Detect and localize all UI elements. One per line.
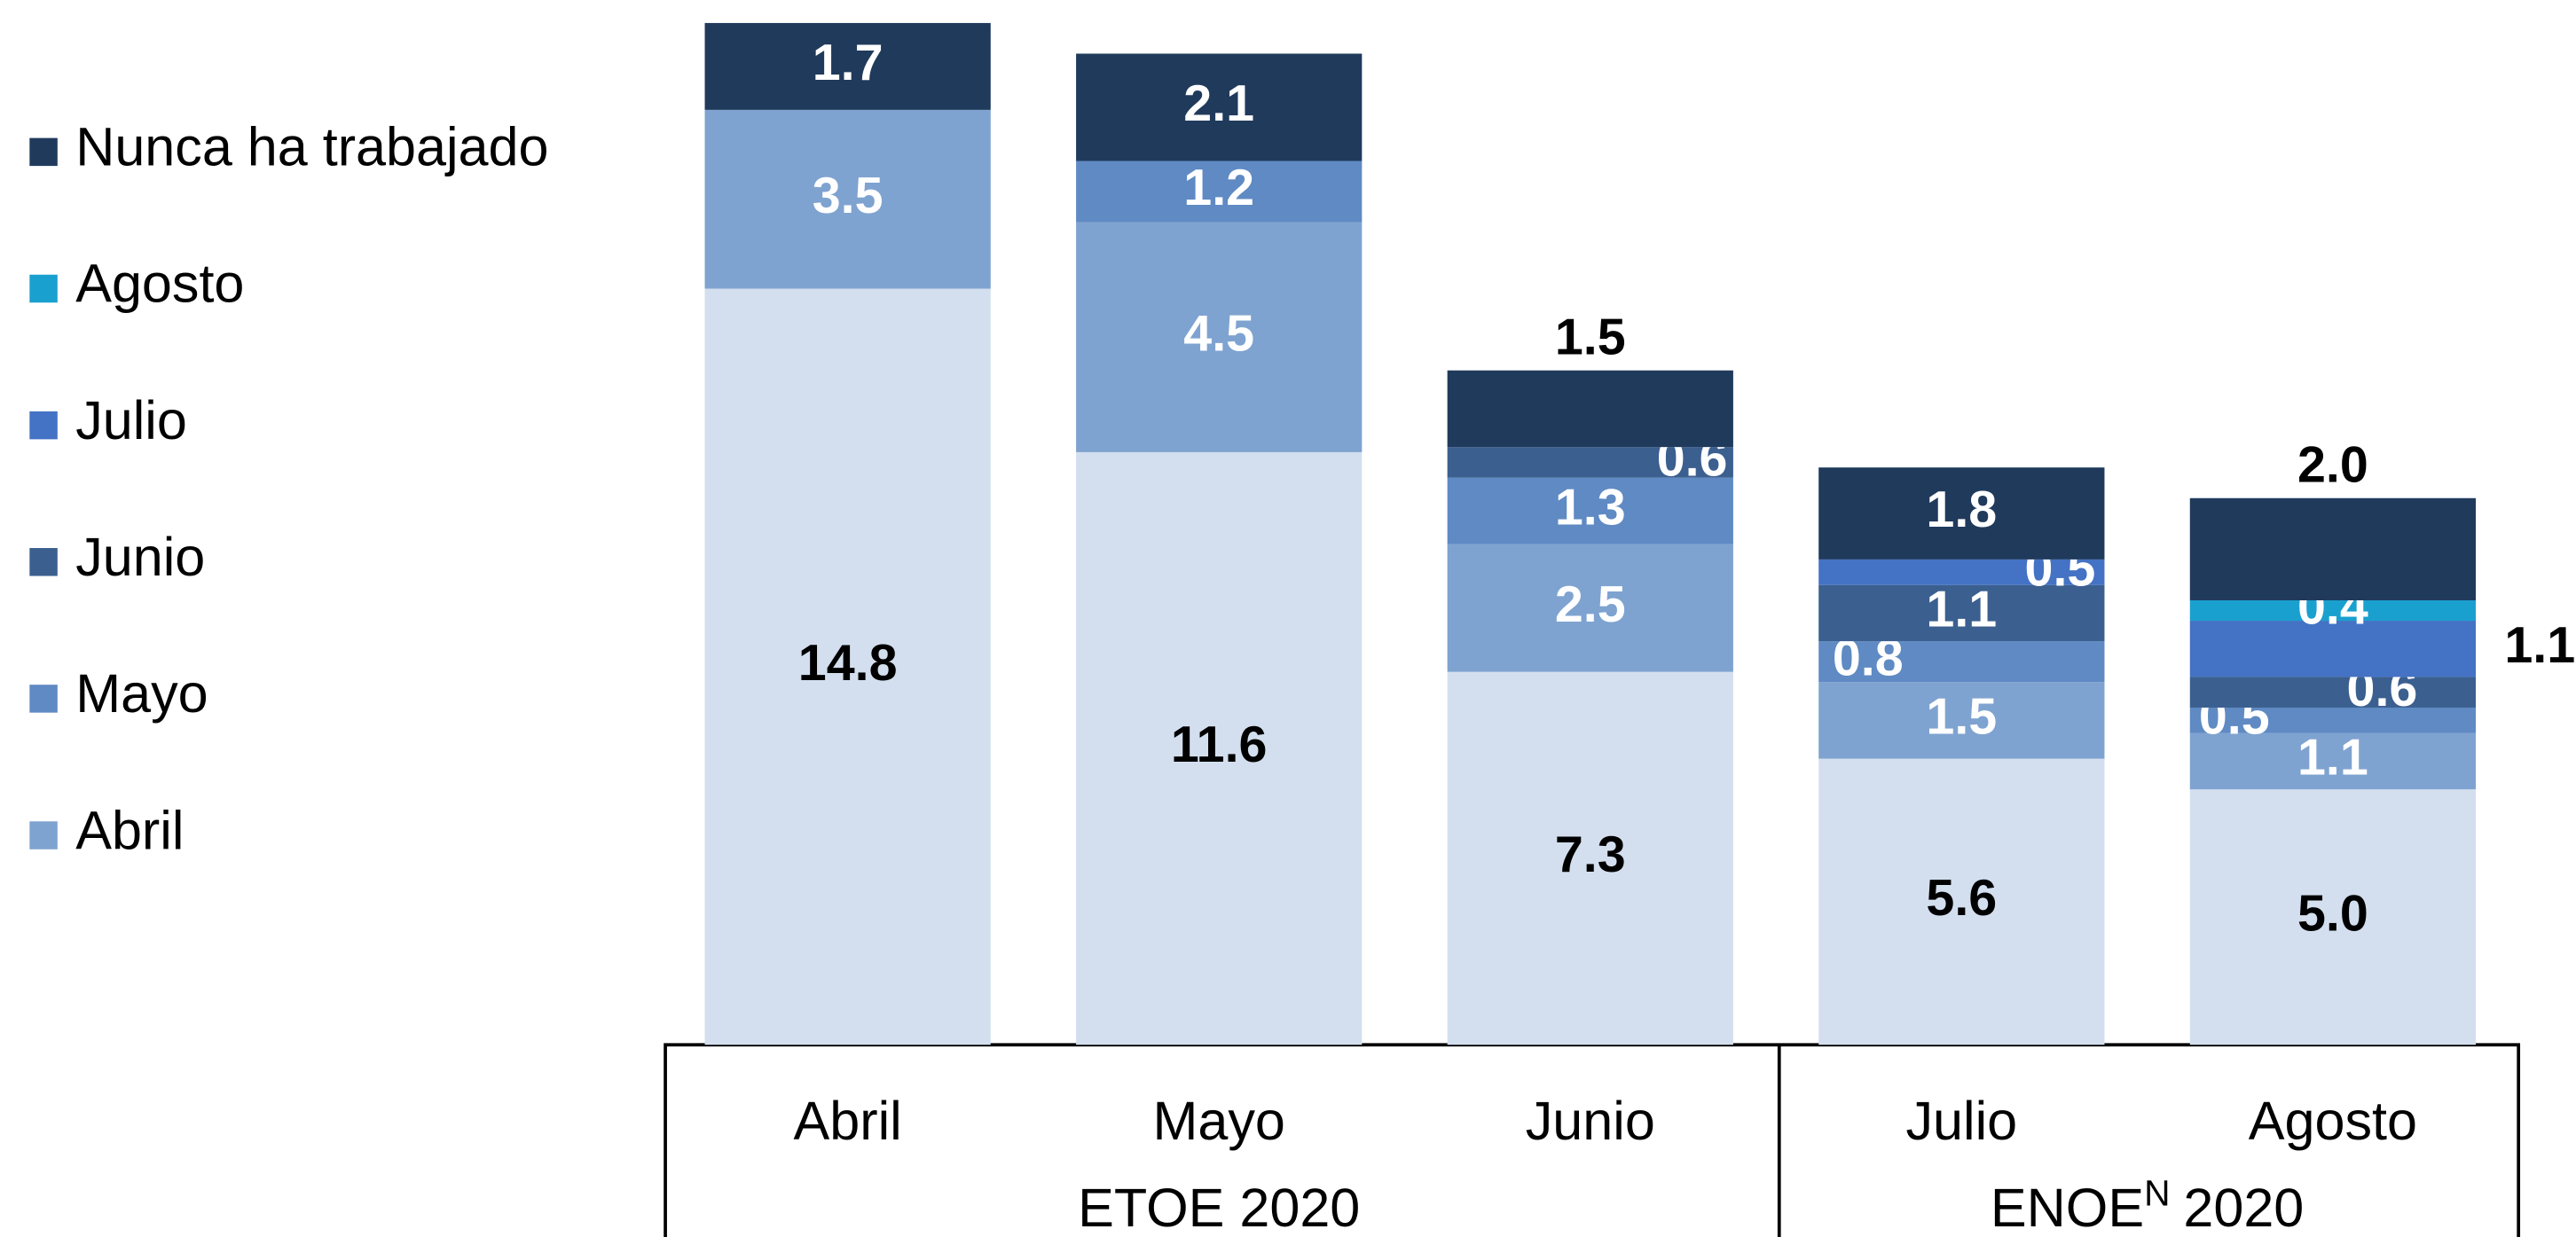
group-label-text: ETOE 2020 [1078,1178,1360,1237]
legend-label: Julio [75,390,187,450]
bar-segment [704,109,991,289]
bar-segment [2189,732,2477,790]
x-tick-label: Mayo [1153,1091,1285,1151]
bar-segment [2189,677,2477,708]
bar-segment [2189,497,2477,600]
value-label: 1.2 [1183,160,1254,216]
value-label: 1.5 [1555,309,1626,366]
value-label: 5.6 [1926,870,1997,927]
legend-swatch [29,685,58,713]
legend-label: Junio [75,527,205,587]
bar-segment [2189,707,2477,733]
group-label: ENOEN 2020 [1991,1172,2304,1237]
value-label: 1.1 [2297,730,2368,787]
bar-segment [1447,544,1733,672]
bar-segment [1818,758,2105,1045]
value-label: 4.5 [1183,305,1254,362]
bar-segment [1447,477,1733,544]
value-label: 1.8 [1926,481,1997,538]
bar-segment [1076,451,1363,1045]
group-label-superscript: N [2144,1172,2170,1213]
bar-segment [1818,641,2105,683]
bar-segment [1076,160,1363,223]
group-label-text: ENOE [1991,1178,2144,1237]
legend-label: Agosto [75,254,244,314]
bar-segment [704,288,991,1045]
value-label: 7.3 [1555,826,1626,883]
value-label: 2.5 [1555,576,1626,633]
value-label: 3.5 [813,168,884,224]
value-label: 11.6 [1171,716,1268,773]
value-label: 1.5 [1926,689,1997,746]
legend-swatch [29,274,58,303]
legend-label: Nunca ha trabajado [75,117,548,177]
bar-segment [1447,370,1733,448]
value-label: 14.8 [798,635,898,692]
legend-swatch [29,821,58,849]
bar-segment [704,22,991,110]
bar-segment [1447,447,1733,478]
bar-segment [1818,467,2105,560]
x-tick-label: Agosto [2249,1091,2417,1151]
bar-segment [1818,584,2105,642]
value-label: 1.1 [1926,582,1997,638]
bar-segment [1076,53,1363,161]
x-tick-label: Abril [794,1091,902,1151]
legend-label: Mayo [75,663,208,724]
bar-segment [1818,682,2105,759]
value-label: 5.0 [2297,885,2368,942]
group-label: ETOE 2020 [1078,1178,1360,1237]
legend-swatch [29,137,58,167]
legend-swatch [29,411,58,440]
axis-frame [664,1043,2521,1237]
value-label: 1.1 [2504,617,2575,674]
bar-segment [1818,559,2105,585]
value-label: 1.3 [1555,479,1626,536]
bar-segment [2189,789,2477,1045]
value-label: 1.7 [813,35,884,91]
legend-label: Abril [75,800,184,860]
value-label: 2.1 [1183,75,1254,132]
bar-segment [2189,621,2477,677]
x-tick-label: Junio [1526,1091,1655,1151]
bar-segment [1076,222,1363,452]
x-tick-label: Julio [1906,1091,2018,1151]
legend-swatch [29,548,58,576]
bar-segment [1447,671,1733,1045]
bar-segment [2189,599,2477,622]
value-label: 2.0 [2297,437,2368,494]
group-label-suffix: 2020 [2183,1178,2304,1237]
